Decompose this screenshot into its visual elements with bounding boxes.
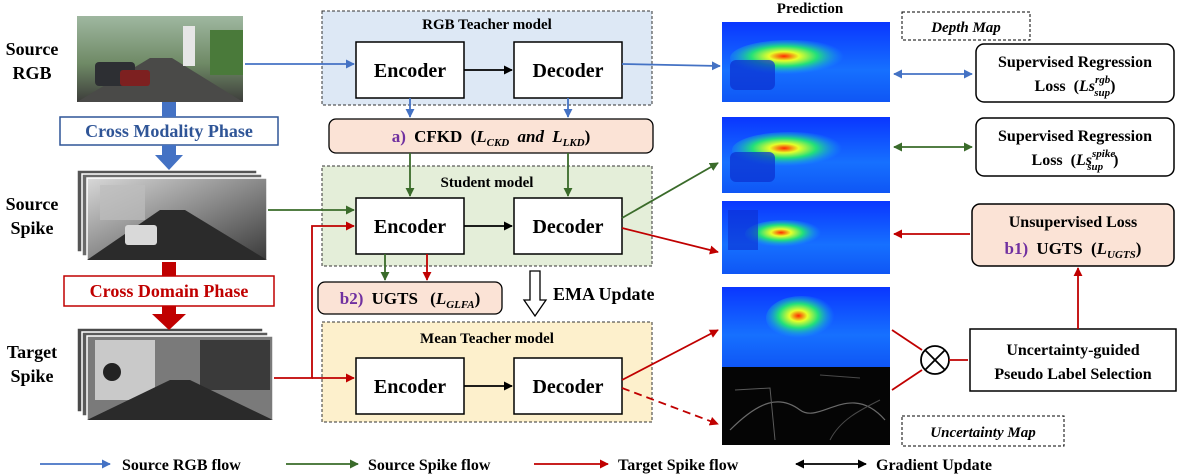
depth-map-mean-teacher	[722, 287, 890, 367]
svg-text:b2) UGTS (LGLFA): b2) UGTS (LGLFA)	[340, 289, 480, 311]
legend-label-2: Target Spike flow	[618, 457, 739, 474]
svg-text:Decoder: Decoder	[532, 376, 603, 398]
student-encoder	[355, 197, 465, 255]
depth-map-rgb	[722, 22, 890, 102]
cross-modality-down-arrow	[155, 102, 183, 170]
source-rgb-flow-arrows	[245, 59, 973, 118]
prediction-label: Prediction	[777, 1, 844, 17]
cfkd-loss-box: a) CFKD (LCKD and LLKD)	[328, 118, 654, 154]
depth-map-tag: Depth Map	[901, 11, 1031, 41]
svg-text:Cross Domain Phase: Cross Domain Phase	[90, 281, 249, 301]
svg-text:Supervised Regression: Supervised Regression	[998, 54, 1152, 71]
svg-text:Decoder: Decoder	[532, 60, 603, 82]
cross-modality-phase: Cross Modality Phase	[59, 116, 279, 146]
supervised-loss-rgb: Supervised Regression Loss (Lsrgb sup)	[975, 43, 1175, 103]
svg-text:Spike: Spike	[10, 218, 53, 238]
legend-label-0: Source RGB flow	[122, 457, 241, 474]
ugts-glfa-loss-box: b2) UGTS (LGLFA)	[317, 281, 503, 315]
svg-text:Student model: Student model	[441, 175, 534, 191]
svg-text:Uncertainty-guided: Uncertainty-guided	[1006, 342, 1139, 359]
svg-text:a) CFKD (LCKD: a) CFKD (LCKD and LLKD)	[392, 127, 591, 150]
svg-text:Depth Map: Depth Map	[930, 20, 1001, 36]
rgb-teacher-decoder	[513, 41, 623, 99]
target-spike-flow-arrows	[274, 221, 1083, 426]
svg-text:Source: Source	[6, 39, 59, 59]
svg-text:b1) UGTS (LUGTS): b1) UGTS (LUGTS)	[1005, 239, 1142, 261]
pseudo-label-selection-box: Uncertainty-guided Pseudo Label Selectio…	[969, 328, 1177, 392]
svg-text:RGB Teacher model: RGB Teacher model	[422, 17, 552, 33]
source-spike-image-stack	[76, 169, 268, 261]
svg-text:Target: Target	[7, 342, 57, 362]
target-spike-image-stack	[76, 327, 274, 421]
depth-map-student	[722, 201, 890, 274]
svg-text:Encoder: Encoder	[374, 376, 446, 398]
ema-update-arrow: EMA Update	[522, 270, 655, 318]
student-model: Student model Encoder Decoder	[321, 165, 653, 267]
rgb-teacher-model: RGB Teacher model Encoder Decoder	[321, 10, 653, 106]
svg-text:Cross Modality Phase: Cross Modality Phase	[85, 121, 253, 141]
supervised-loss-spike: Supervised Regression Loss (Lsspike sup)	[975, 117, 1175, 177]
legend: Source RGB flow Source Spike flow Target S…	[40, 457, 992, 474]
legend-label-3: Gradient Update	[876, 457, 992, 474]
uncertainty-map-tag: Uncertainty Map	[901, 415, 1065, 447]
target-spike-label: Target Spike	[7, 342, 57, 386]
mean-teacher-model: Mean Teacher model Encoder Decoder	[321, 321, 653, 423]
svg-text:Encoder: Encoder	[374, 216, 446, 238]
svg-text:Source: Source	[6, 194, 59, 214]
svg-text:RGB: RGB	[12, 63, 51, 83]
svg-text:Decoder: Decoder	[532, 216, 603, 238]
svg-text:Uncertainty Map: Uncertainty Map	[930, 425, 1036, 441]
svg-text:Spike: Spike	[10, 366, 53, 386]
source-spike-label: Source Spike	[6, 194, 59, 238]
mean-teacher-decoder	[513, 357, 623, 415]
svg-text:Unsupervised Loss: Unsupervised Loss	[1009, 214, 1137, 231]
svg-text:EMA Update: EMA Update	[553, 284, 655, 304]
rgb-teacher-encoder	[355, 41, 465, 99]
svg-text:Pseudo Label Selection: Pseudo Label Selection	[994, 366, 1151, 383]
svg-text:Supervised Regression: Supervised Regression	[998, 128, 1152, 145]
source-rgb-label: Source RGB	[6, 39, 59, 83]
source-spike-flow-arrows	[268, 142, 973, 281]
legend-label-1: Source Spike flow	[368, 457, 491, 474]
cross-domain-phase: Cross Domain Phase	[63, 275, 275, 307]
svg-text:Mean Teacher model: Mean Teacher model	[420, 331, 554, 347]
cross-domain-down-arrow	[152, 262, 186, 330]
depth-map-spike	[722, 117, 890, 193]
circle-times-icon	[920, 345, 950, 375]
svg-text:Encoder: Encoder	[374, 60, 446, 82]
uncertainty-map	[722, 367, 890, 445]
source-rgb-image	[77, 16, 243, 102]
unsupervised-loss-box: Unsupervised Loss b1) UGTS (LUGTS)	[971, 203, 1175, 267]
student-decoder	[513, 197, 623, 255]
